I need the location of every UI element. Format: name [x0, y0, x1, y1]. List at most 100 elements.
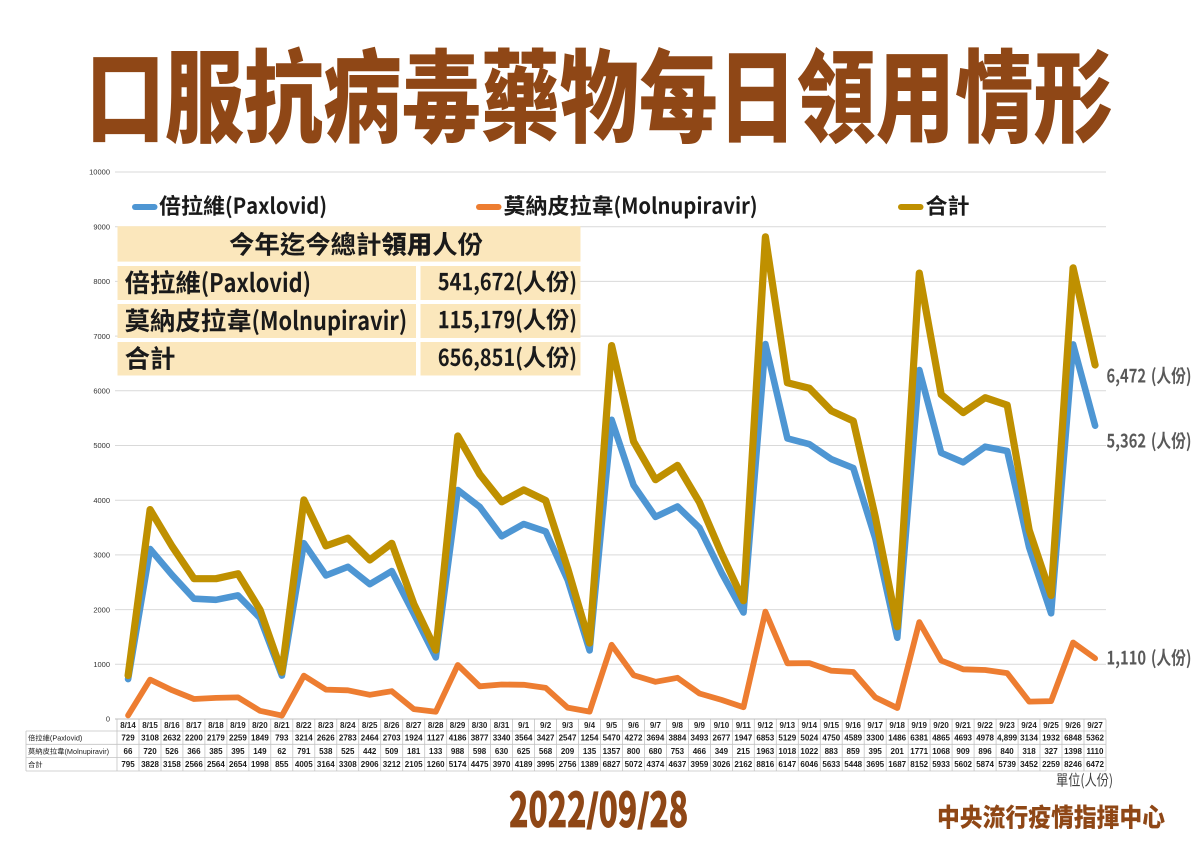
svg-text:855: 855 — [275, 760, 289, 769]
svg-text:6000: 6000 — [93, 387, 110, 396]
svg-text:149: 149 — [253, 747, 267, 756]
svg-text:1260: 1260 — [427, 760, 445, 769]
svg-text:8816: 8816 — [756, 760, 774, 769]
svg-text:3214: 3214 — [295, 734, 313, 743]
svg-text:8/15: 8/15 — [142, 721, 158, 730]
svg-text:4189: 4189 — [515, 760, 533, 769]
svg-text:5174: 5174 — [449, 760, 467, 769]
svg-text:6046: 6046 — [800, 760, 818, 769]
svg-text:8/17: 8/17 — [186, 721, 202, 730]
svg-text:729: 729 — [121, 734, 135, 743]
svg-text:9/8: 9/8 — [672, 721, 684, 730]
svg-text:883: 883 — [825, 747, 839, 756]
svg-text:2105: 2105 — [405, 760, 423, 769]
svg-text:9/3: 9/3 — [562, 721, 574, 730]
svg-text:9/18: 9/18 — [889, 721, 905, 730]
svg-text:568: 568 — [539, 747, 553, 756]
svg-text:4865: 4865 — [932, 734, 950, 743]
svg-text:509: 509 — [385, 747, 399, 756]
svg-text:4589: 4589 — [844, 734, 862, 743]
svg-text:9/22: 9/22 — [977, 721, 993, 730]
svg-text:9/26: 9/26 — [1065, 721, 1081, 730]
svg-text:8/26: 8/26 — [384, 721, 400, 730]
svg-text:3877: 3877 — [471, 734, 489, 743]
svg-text:3108: 3108 — [141, 734, 159, 743]
svg-text:1687: 1687 — [888, 760, 906, 769]
svg-text:3995: 3995 — [537, 760, 555, 769]
svg-text:2703: 2703 — [383, 734, 401, 743]
svg-text:9/2: 9/2 — [540, 721, 552, 730]
svg-text:5933: 5933 — [932, 760, 950, 769]
svg-text:9000: 9000 — [93, 222, 110, 231]
svg-text:1771: 1771 — [910, 747, 928, 756]
svg-text:181: 181 — [407, 747, 421, 756]
svg-text:2200: 2200 — [185, 734, 203, 743]
svg-text:9/5: 9/5 — [606, 721, 618, 730]
svg-text:526: 526 — [165, 747, 179, 756]
svg-text:2783: 2783 — [339, 734, 357, 743]
svg-text:1254: 1254 — [581, 734, 599, 743]
svg-text:9/23: 9/23 — [999, 721, 1015, 730]
svg-text:630: 630 — [495, 747, 509, 756]
svg-text:4374: 4374 — [647, 760, 665, 769]
svg-text:2564: 2564 — [207, 760, 225, 769]
svg-text:753: 753 — [671, 747, 685, 756]
svg-text:1389: 1389 — [581, 760, 599, 769]
svg-text:8/22: 8/22 — [296, 721, 312, 730]
svg-text:6381: 6381 — [910, 734, 928, 743]
svg-text:3158: 3158 — [163, 760, 181, 769]
svg-text:7000: 7000 — [93, 332, 110, 341]
svg-text:909: 909 — [956, 747, 970, 756]
svg-text:4,899: 4,899 — [997, 734, 1018, 743]
svg-text:5448: 5448 — [844, 760, 862, 769]
svg-text:3695: 3695 — [866, 760, 884, 769]
svg-text:1022: 1022 — [800, 747, 818, 756]
svg-text:4475: 4475 — [471, 760, 489, 769]
svg-text:349: 349 — [715, 747, 729, 756]
svg-text:4272: 4272 — [625, 734, 643, 743]
svg-text:8/28: 8/28 — [428, 721, 444, 730]
svg-text:385: 385 — [209, 747, 223, 756]
svg-text:5000: 5000 — [93, 441, 110, 450]
svg-text:2626: 2626 — [317, 734, 335, 743]
svg-text:8/21: 8/21 — [274, 721, 290, 730]
svg-text:8000: 8000 — [93, 277, 110, 286]
svg-text:9/27: 9/27 — [1087, 721, 1103, 730]
svg-text:10000: 10000 — [89, 168, 110, 177]
svg-text:395: 395 — [869, 747, 883, 756]
svg-text:2906: 2906 — [361, 760, 379, 769]
svg-text:5024: 5024 — [800, 734, 818, 743]
svg-text:598: 598 — [473, 747, 487, 756]
svg-text:9/19: 9/19 — [911, 721, 927, 730]
svg-text:3340: 3340 — [493, 734, 511, 743]
svg-text:1963: 1963 — [756, 747, 774, 756]
svg-text:2547: 2547 — [559, 734, 577, 743]
svg-text:201: 201 — [891, 747, 905, 756]
svg-text:1398: 1398 — [1064, 747, 1082, 756]
svg-text:3000: 3000 — [93, 551, 110, 560]
svg-text:795: 795 — [121, 760, 135, 769]
svg-text:3959: 3959 — [691, 760, 709, 769]
svg-text:5633: 5633 — [822, 760, 840, 769]
svg-text:4978: 4978 — [976, 734, 994, 743]
svg-text:2162: 2162 — [734, 760, 752, 769]
svg-text:8/31: 8/31 — [494, 721, 510, 730]
svg-text:135: 135 — [583, 747, 597, 756]
svg-text:442: 442 — [363, 747, 377, 756]
svg-text:1924: 1924 — [405, 734, 423, 743]
svg-text:9/14: 9/14 — [802, 721, 818, 730]
svg-text:0: 0 — [106, 715, 110, 724]
svg-text:1110: 1110 — [1087, 747, 1104, 756]
svg-text:4750: 4750 — [822, 734, 840, 743]
svg-text:5602: 5602 — [954, 760, 972, 769]
svg-text:3300: 3300 — [866, 734, 884, 743]
svg-text:3164: 3164 — [317, 760, 335, 769]
svg-text:8/27: 8/27 — [406, 721, 422, 730]
svg-text:1000: 1000 — [93, 660, 110, 669]
svg-text:4000: 4000 — [93, 496, 110, 505]
svg-text:1486: 1486 — [888, 734, 906, 743]
svg-text:1947: 1947 — [734, 734, 752, 743]
svg-text:859: 859 — [847, 747, 861, 756]
svg-text:9/20: 9/20 — [933, 721, 949, 730]
svg-text:2259: 2259 — [229, 734, 247, 743]
